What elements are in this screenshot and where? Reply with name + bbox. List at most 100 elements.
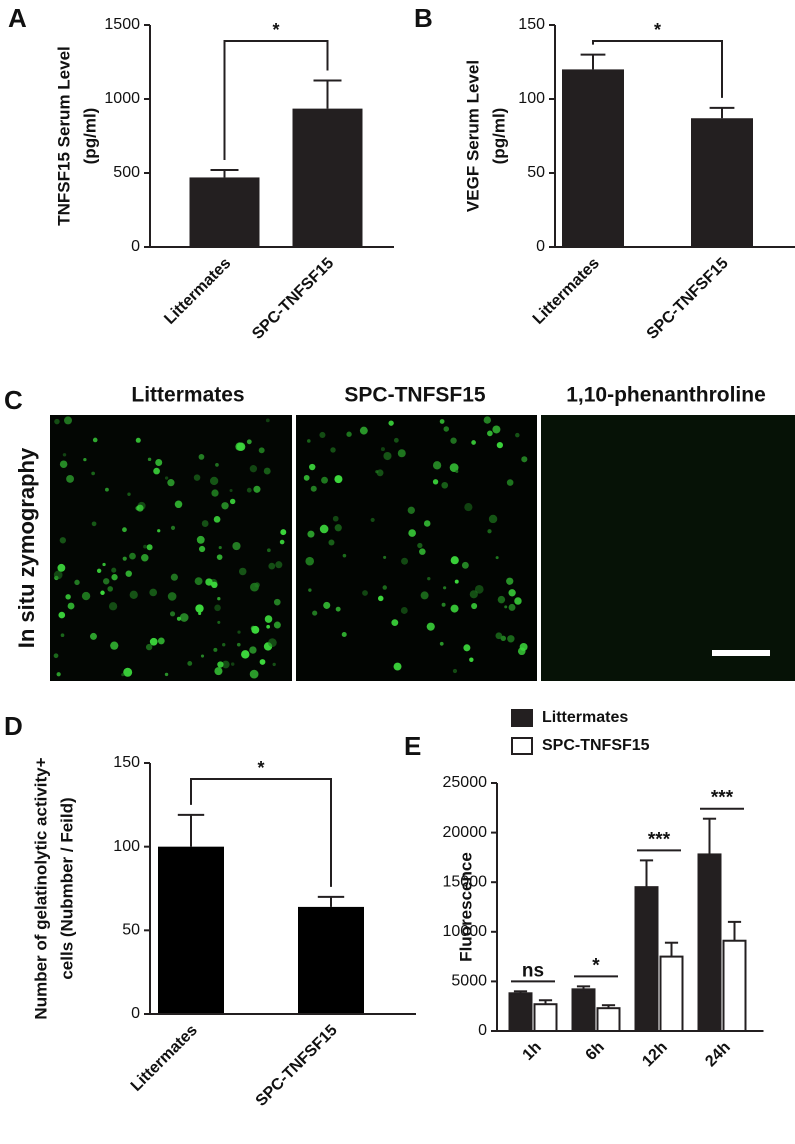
cell <box>231 662 235 666</box>
y-axis-label: Fluorescence <box>456 852 475 962</box>
y-tick-label: 25000 <box>443 774 488 791</box>
cell <box>91 521 97 527</box>
cell <box>198 611 202 616</box>
cell <box>517 647 526 656</box>
cell <box>334 524 342 532</box>
cell <box>307 439 311 443</box>
cell <box>250 582 259 592</box>
panel-label: B <box>414 3 433 33</box>
cell <box>419 548 426 555</box>
y-tick-label: 500 <box>113 164 140 181</box>
bar <box>298 906 364 1014</box>
cell <box>259 659 266 665</box>
cell <box>341 631 347 638</box>
cell <box>143 544 147 549</box>
cell <box>213 515 221 523</box>
cell <box>92 437 98 443</box>
cell <box>407 506 415 514</box>
cell <box>273 598 281 606</box>
cell <box>342 553 347 558</box>
annotation: *** <box>711 788 734 809</box>
cell <box>179 613 189 622</box>
y-tick-label: 20000 <box>443 824 488 841</box>
cell <box>246 439 252 445</box>
micrograph <box>296 415 537 681</box>
cell <box>229 488 233 493</box>
cell <box>141 554 149 562</box>
legend-label: SPC-TNFSF15 <box>542 737 650 754</box>
micrograph <box>50 415 292 681</box>
column-label: SPC-TNFSF15 <box>344 384 486 407</box>
cell <box>200 654 205 658</box>
cell <box>91 471 95 476</box>
cell <box>81 591 91 601</box>
cell <box>193 474 201 481</box>
cell <box>146 544 153 551</box>
cell <box>439 641 444 646</box>
y-tick-label: 100 <box>113 838 140 855</box>
cell <box>65 594 71 600</box>
cell <box>400 607 408 614</box>
cell <box>483 416 492 424</box>
y-axis-label: Number of gelatinolytic activity+ <box>31 757 50 1019</box>
cell <box>211 581 218 589</box>
cell <box>461 561 469 569</box>
cell <box>176 616 182 621</box>
cell <box>267 548 271 553</box>
cell <box>222 643 226 647</box>
cell <box>279 539 285 545</box>
x-tick-label: 12h <box>639 1039 671 1071</box>
cell <box>145 643 153 651</box>
cell <box>273 621 281 629</box>
cell <box>450 437 457 444</box>
cell <box>264 615 273 623</box>
cell <box>153 467 160 475</box>
column-label: 1,10-phenanthroline <box>566 384 766 407</box>
cell <box>111 574 118 581</box>
cell <box>214 604 221 612</box>
cell <box>307 530 315 538</box>
cell <box>125 570 132 577</box>
cell <box>59 460 68 468</box>
x-tick-label: Littermates <box>128 1022 201 1095</box>
cell <box>332 515 339 522</box>
zymography-label: In situ zymography <box>14 447 39 648</box>
cell <box>280 529 287 536</box>
cell <box>393 437 399 443</box>
cell <box>54 418 60 425</box>
panel-label: A <box>8 3 27 33</box>
cell <box>362 590 368 596</box>
cell <box>187 661 193 666</box>
annotation: *** <box>648 829 671 850</box>
cell <box>504 605 508 609</box>
cell <box>441 481 449 489</box>
cell <box>309 463 316 471</box>
bar <box>562 69 624 248</box>
significance-bracket <box>223 40 329 161</box>
cell <box>241 650 250 659</box>
cell <box>194 577 203 586</box>
cell <box>497 595 506 604</box>
y-axis-label: cells (Nubmber / Feild) <box>57 797 76 979</box>
cell <box>237 630 241 634</box>
bar <box>691 118 753 248</box>
x-tick-label: SPC-TNFSF15 <box>249 255 337 343</box>
legend-swatch <box>511 709 533 727</box>
bar <box>292 108 363 248</box>
cell <box>102 562 106 567</box>
cell <box>334 475 343 484</box>
cell <box>253 485 261 493</box>
cell <box>129 552 136 560</box>
fluorescent-cells <box>53 416 528 679</box>
scale-bar <box>712 650 770 656</box>
cell <box>439 419 445 424</box>
cell <box>66 474 74 483</box>
cell <box>111 567 117 573</box>
annotation: * <box>592 955 600 976</box>
cell <box>56 672 61 677</box>
cell <box>135 437 141 443</box>
cell <box>469 657 474 662</box>
cell <box>423 520 431 527</box>
cell <box>454 579 459 584</box>
y-tick-label: 0 <box>131 1005 140 1022</box>
